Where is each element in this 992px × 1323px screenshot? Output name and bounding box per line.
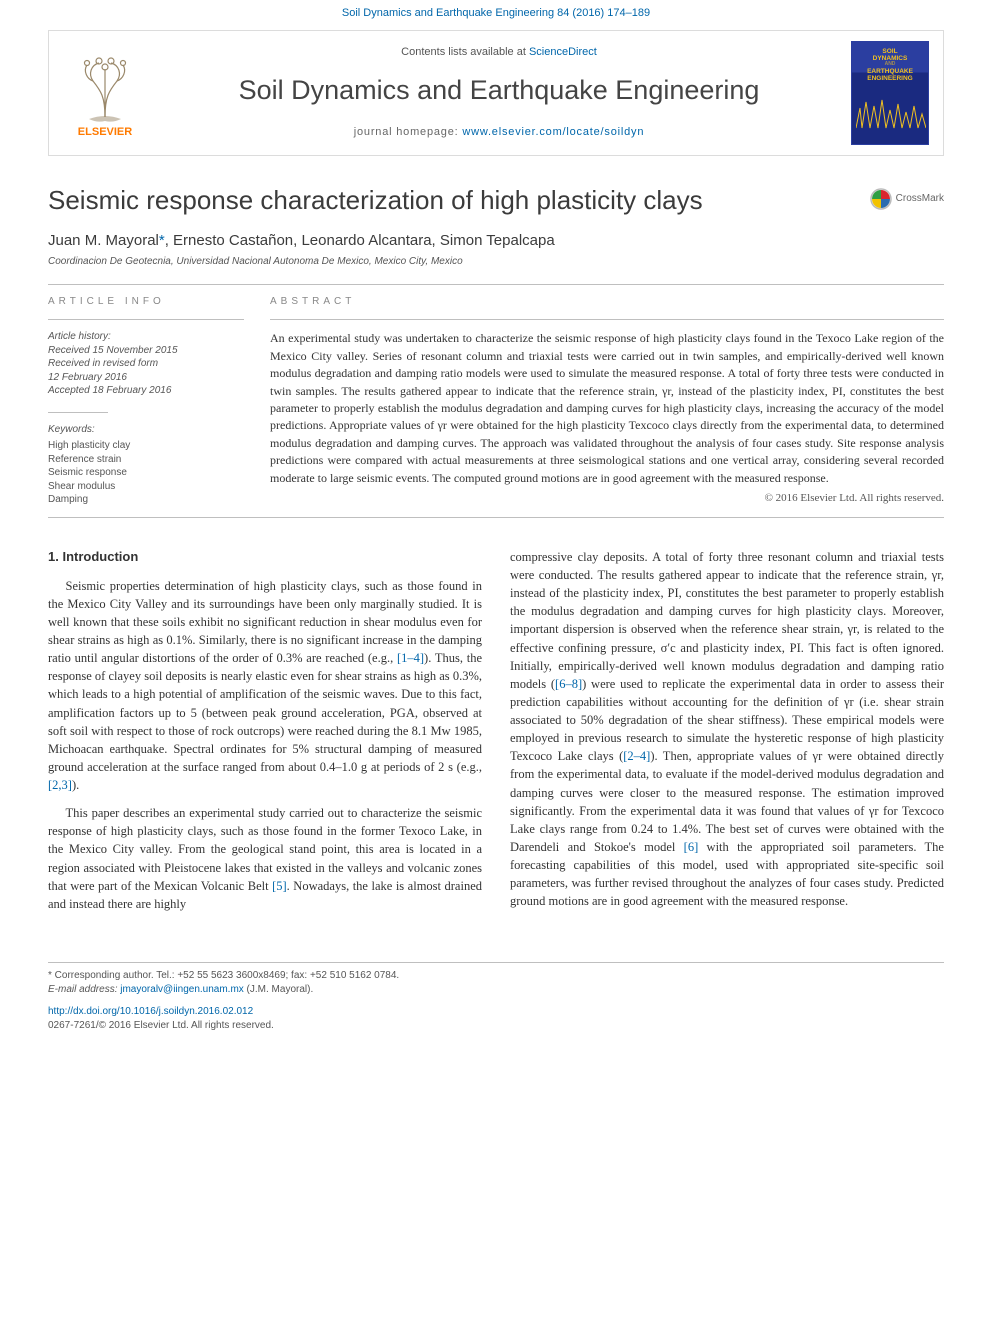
doi-link[interactable]: http://dx.doi.org/10.1016/j.soildyn.2016… bbox=[48, 1006, 253, 1017]
masthead: ELSEVIER Contents lists available at Sci… bbox=[48, 30, 944, 156]
keyword: Damping bbox=[48, 493, 244, 507]
rule-abstract bbox=[270, 319, 944, 320]
journal-homepage: journal homepage: www.elsevier.com/locat… bbox=[161, 125, 837, 141]
cover-text: SOIL DYNAMICS AND EARTHQUAKE ENGINEERING bbox=[852, 48, 928, 82]
article-history: Article history: Received 15 November 20… bbox=[48, 330, 244, 398]
body-columns: 1. Introduction Seismic properties deter… bbox=[48, 548, 944, 922]
rule-top bbox=[48, 284, 944, 285]
crossmark-icon bbox=[870, 188, 892, 210]
authors-rest: , Ernesto Castañon, Leonardo Alcantara, … bbox=[165, 232, 555, 249]
author-corresponding: Juan M. Mayoral bbox=[48, 232, 159, 249]
elsevier-wordmark: ELSEVIER bbox=[78, 126, 132, 138]
ref-link[interactable]: [6–8] bbox=[555, 677, 582, 691]
section-heading-intro: 1. Introduction bbox=[48, 548, 482, 567]
affiliation: Coordinacion De Geotecnia, Universidad N… bbox=[48, 255, 944, 270]
elsevier-logo: ELSEVIER bbox=[63, 47, 147, 139]
keyword: Seismic response bbox=[48, 466, 244, 480]
footer-block: * Corresponding author. Tel.: +52 55 562… bbox=[48, 962, 944, 1033]
email-tail: (J.M. Mayoral). bbox=[244, 984, 313, 995]
homepage-prefix: journal homepage: bbox=[354, 126, 463, 138]
keyword: Shear modulus bbox=[48, 480, 244, 494]
intro-para-3: compressive clay deposits. A total of fo… bbox=[510, 548, 944, 911]
homepage-link[interactable]: www.elsevier.com/locate/soildyn bbox=[462, 126, 644, 138]
keywords-list: High plasticity clay Reference strain Se… bbox=[48, 439, 244, 507]
article-title: Seismic response characterization of hig… bbox=[48, 182, 944, 220]
history-heading: Article history: bbox=[48, 330, 244, 344]
rule-keywords bbox=[48, 412, 108, 413]
journal-cover-thumb: SOIL DYNAMICS AND EARTHQUAKE ENGINEERING bbox=[851, 41, 929, 145]
authors: Juan M. Mayoral*, Ernesto Castañon, Leon… bbox=[48, 230, 944, 252]
journal-title: Soil Dynamics and Earthquake Engineering bbox=[161, 71, 837, 110]
abstract-label: ABSTRACT bbox=[270, 295, 944, 310]
intro-para-1: Seismic properties determination of high… bbox=[48, 577, 482, 795]
corr-author-note: * Corresponding author. Tel.: +52 55 562… bbox=[48, 969, 944, 983]
abstract-text: An experimental study was undertaken to … bbox=[270, 330, 944, 487]
keywords-heading: Keywords: bbox=[48, 423, 244, 438]
email-label: E-mail address: bbox=[48, 984, 120, 995]
ref-link[interactable]: [1–4] bbox=[397, 651, 424, 665]
crossmark-badge[interactable]: CrossMark bbox=[870, 188, 944, 210]
abstract-copyright: © 2016 Elsevier Ltd. All rights reserved… bbox=[270, 491, 944, 507]
history-line: Accepted 18 February 2016 bbox=[48, 384, 244, 398]
history-line: Received 15 November 2015 bbox=[48, 344, 244, 358]
cover-waveform-icon bbox=[856, 98, 926, 132]
rule-info bbox=[48, 319, 244, 320]
email-line: E-mail address: jmayoralv@iingen.unam.mx… bbox=[48, 983, 944, 997]
history-line: Received in revised form bbox=[48, 357, 244, 371]
contents-line: Contents lists available at ScienceDirec… bbox=[161, 45, 837, 61]
article-info-label: ARTICLE INFO bbox=[48, 295, 244, 310]
keyword: High plasticity clay bbox=[48, 439, 244, 453]
elsevier-tree-icon: ELSEVIER bbox=[63, 47, 147, 139]
email-link[interactable]: jmayoralv@iingen.unam.mx bbox=[120, 984, 244, 995]
ref-link[interactable]: [6] bbox=[684, 840, 699, 854]
crossmark-label: CrossMark bbox=[896, 192, 944, 207]
contents-prefix: Contents lists available at bbox=[401, 46, 529, 58]
ref-link[interactable]: [2,3] bbox=[48, 778, 72, 792]
history-line: 12 February 2016 bbox=[48, 371, 244, 385]
running-head-link[interactable]: Soil Dynamics and Earthquake Engineering… bbox=[342, 7, 650, 19]
intro-para-2: This paper describes an experimental stu… bbox=[48, 804, 482, 913]
issn-line: 0267-7261/© 2016 Elsevier Ltd. All right… bbox=[48, 1019, 944, 1033]
ref-link[interactable]: [5] bbox=[272, 879, 287, 893]
rule-bottom bbox=[48, 517, 944, 518]
keyword: Reference strain bbox=[48, 453, 244, 467]
ref-link[interactable]: [2–4] bbox=[623, 749, 650, 763]
running-head: Soil Dynamics and Earthquake Engineering… bbox=[48, 6, 944, 22]
sciencedirect-link[interactable]: ScienceDirect bbox=[529, 46, 597, 58]
